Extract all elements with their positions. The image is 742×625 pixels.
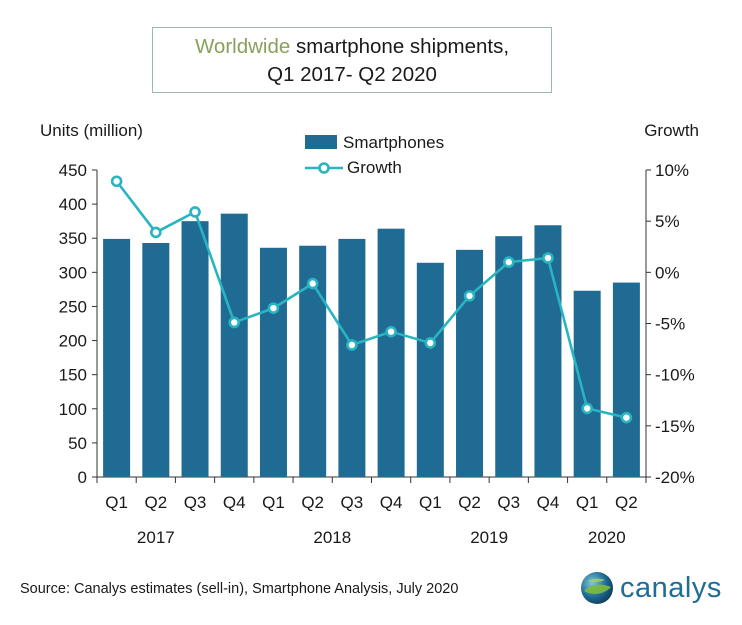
title-line2: Q1 2017- Q2 2020	[267, 63, 437, 86]
x-tick-label: Q4	[537, 493, 560, 512]
bar	[103, 238, 131, 477]
growth-point	[228, 316, 241, 329]
y-left-title: Units (million)	[40, 121, 143, 140]
y-left-tick-label: 100	[59, 400, 87, 419]
y-right-tick-label: 0%	[655, 263, 680, 282]
year-label: 2019	[470, 528, 508, 547]
y-right-tick-label: -10%	[655, 366, 695, 385]
year-label: 2018	[313, 528, 351, 547]
x-tick-label: Q4	[380, 493, 403, 512]
growth-point	[620, 411, 633, 424]
growth-line	[115, 180, 627, 419]
bar	[534, 225, 562, 477]
legend-line-marker	[318, 162, 330, 174]
growth-point	[150, 226, 162, 239]
x-tick-label: Q1	[576, 493, 599, 512]
x-tick-label: Q3	[497, 493, 520, 512]
canalys-logo: canalys	[580, 568, 722, 608]
bar	[259, 247, 287, 477]
x-tick-label: Q2	[144, 493, 167, 512]
bar	[181, 221, 209, 477]
legend-label-growth: Growth	[347, 158, 402, 177]
growth-point	[581, 402, 593, 415]
growth-point	[189, 206, 201, 218]
y-right-title: Growth	[644, 121, 699, 140]
growth-point	[385, 325, 397, 338]
x-tick-label: Q4	[223, 493, 246, 512]
bar	[142, 242, 170, 477]
y-left-tick-label: 400	[59, 195, 87, 214]
x-tick-label: Q2	[301, 493, 324, 512]
x-tick-label: Q3	[184, 493, 207, 512]
logo-text: canalys	[620, 571, 722, 604]
legend-label-smartphones: Smartphones	[343, 133, 444, 152]
year-label: 2020	[588, 528, 626, 547]
title-rest: smartphone shipments,	[290, 35, 510, 58]
bar	[495, 236, 523, 477]
y-right-tick-label: -15%	[655, 417, 695, 436]
bar	[612, 282, 640, 477]
legend-bar-swatch	[305, 135, 337, 149]
growth-point	[346, 339, 358, 351]
y-left-tick-label: 450	[59, 161, 87, 180]
y-left-tick-label: 250	[59, 297, 87, 316]
bar	[573, 290, 601, 477]
bar	[338, 238, 366, 477]
x-tick-label: Q1	[419, 493, 442, 512]
x-tick-label: Q3	[341, 493, 364, 512]
y-right-tick-label: -20%	[655, 468, 695, 487]
growth-point	[463, 290, 476, 302]
year-label: 2017	[137, 528, 175, 547]
y-left-tick-label: 350	[59, 229, 87, 248]
y-left-tick-label: 150	[59, 366, 87, 385]
growth-point	[267, 302, 280, 314]
y-left-tick-label: 200	[59, 332, 87, 351]
bar	[416, 262, 444, 477]
growth-point	[502, 256, 515, 268]
x-tick-label: Q2	[615, 493, 638, 512]
globe-icon	[581, 572, 613, 604]
growth-point	[306, 277, 319, 290]
bar	[377, 228, 405, 477]
y-left-tick-label: 50	[68, 434, 87, 453]
x-tick-label: Q1	[262, 493, 285, 512]
growth-point	[424, 337, 437, 349]
y-left-tick-label: 0	[78, 468, 87, 487]
y-right-tick-label: 10%	[655, 161, 689, 180]
source-note: Source: Canalys estimates (sell-in), Sma…	[20, 581, 459, 597]
y-right-tick-label: 5%	[655, 212, 680, 231]
chart-title: Worldwide smartphone shipments, Q1 2017-…	[152, 27, 552, 93]
y-left-tick-label: 300	[59, 263, 87, 282]
growth-point	[542, 252, 554, 264]
y-right-tick-label: -5%	[655, 315, 685, 334]
title-accent: Worldwide	[194, 35, 291, 58]
bar	[456, 249, 484, 477]
growth-point	[110, 175, 123, 188]
x-tick-label: Q2	[458, 493, 481, 512]
bar	[220, 213, 248, 477]
x-tick-label: Q1	[105, 493, 128, 512]
